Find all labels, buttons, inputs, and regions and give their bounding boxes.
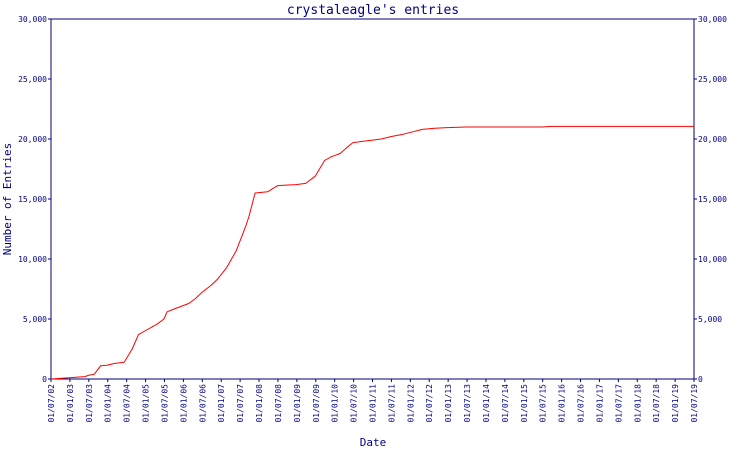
x-tick-label: 01/07/15 (539, 384, 548, 423)
y-tick-label-right: 15,000 (698, 195, 727, 204)
plot-frame (50, 18, 695, 380)
x-tick-label: 01/01/10 (331, 384, 340, 423)
x-tick-label: 01/07/18 (652, 384, 661, 423)
x-tick-label: 01/01/19 (671, 384, 680, 423)
x-tick-label: 01/01/18 (633, 384, 642, 423)
x-tick-label: 01/07/14 (501, 384, 510, 423)
x-tick-label: 01/01/08 (255, 384, 264, 423)
x-axis-title: Date (360, 436, 387, 449)
chart-marks: 0 0 5,000 5,000 10,000 10,000 15,000 15,000 20,0… (18, 15, 727, 423)
y-tick-label-right: 10,000 (698, 255, 727, 264)
x-tick-label: 01/07/04 (123, 384, 132, 423)
x-tick-label: 01/07/13 (463, 384, 472, 423)
x-tick-label: 01/07/03 (85, 384, 94, 423)
x-tick-label: 01/01/03 (66, 384, 75, 423)
x-tick-label: 01/07/10 (350, 384, 359, 423)
x-tick-label: 01/07/12 (425, 384, 434, 423)
x-tick-label: 01/07/16 (577, 384, 586, 423)
y-tick-label-right: 20,000 (698, 135, 727, 144)
x-tick-label: 01/07/02 (47, 384, 56, 423)
x-tick-label: 01/01/16 (558, 384, 567, 423)
x-tick-label: 01/07/11 (387, 384, 396, 423)
x-tick-label: 01/07/17 (614, 384, 623, 423)
y-tick-label-left: 25,000 (18, 75, 47, 84)
y-tick-label-right: 25,000 (698, 75, 727, 84)
x-tick-label: 01/07/08 (274, 384, 283, 423)
y-tick-label-left: 0 (42, 375, 47, 384)
x-tick-label: 01/01/17 (595, 384, 604, 423)
x-tick-label: 01/01/04 (104, 384, 113, 423)
x-tick-label: 01/07/05 (160, 384, 169, 423)
y-tick-label-left: 30,000 (18, 15, 47, 24)
x-tick-label: 01/01/11 (369, 384, 378, 423)
x-tick-label: 01/01/15 (520, 384, 529, 423)
x-tick-label: 01/07/09 (312, 384, 321, 423)
chart-title: crystaleagle's entries (287, 3, 459, 18)
x-tick-label: 01/01/05 (142, 384, 151, 423)
entries-series-line (50, 125, 694, 380)
x-tick-label: 01/01/12 (406, 384, 415, 423)
x-tick-label: 01/07/19 (690, 384, 699, 423)
x-tick-label: 01/01/09 (293, 384, 302, 423)
y-tick-label-right: 0 (698, 375, 703, 384)
y-tick-label-right: 5,000 (698, 315, 722, 324)
y-tick-label-left: 20,000 (18, 135, 47, 144)
y-tick-label-left: 5,000 (23, 315, 47, 324)
x-tick-label: 01/01/07 (217, 384, 226, 423)
y-axis-title: Number of Entries (1, 143, 14, 256)
x-tick-label: 01/01/14 (482, 384, 491, 423)
x-tick-label: 01/07/06 (198, 384, 207, 423)
y-tick-label-left: 10,000 (18, 255, 47, 264)
x-tick-label: 01/01/13 (444, 384, 453, 423)
x-tick-label: 01/01/06 (179, 384, 188, 423)
x-tick-label: 01/07/07 (236, 384, 245, 423)
y-tick-label-right: 30,000 (698, 15, 727, 24)
y-tick-label-left: 15,000 (18, 195, 47, 204)
